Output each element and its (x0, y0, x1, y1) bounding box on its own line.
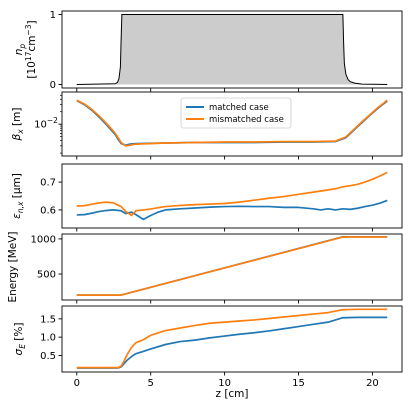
spread-ytick-label: 1.5 (40, 314, 56, 325)
emittance-axes-frame (61, 163, 403, 229)
legend: matched case mismatched case (180, 97, 292, 129)
beta-ytick-label: 10−2 (34, 116, 58, 131)
spread-series-mismatched (76, 308, 388, 369)
xtick-label: 15 (292, 378, 305, 389)
beta-series-mismatched (76, 99, 388, 147)
panel-beta-function: 10−2 βx [m] (11, 91, 403, 160)
xtick-label: 0 (74, 378, 80, 389)
emittance-ytick-label: 0.7 (40, 178, 56, 189)
energy-series-mismatched (76, 236, 388, 296)
spread-ytick-label: 1.0 (40, 333, 56, 344)
legend-label: mismatched case (209, 115, 284, 125)
spread-ylabel: σE [%] (13, 323, 27, 356)
energy-ytick-label: 500 (37, 270, 56, 281)
panel-energy: 500 1000 Energy [MeV] (7, 232, 403, 304)
panel-emittance: 0.6 0.7 εn,x [μm] (11, 163, 403, 232)
xtick-label: 5 (148, 378, 154, 389)
panel-energy-spread: 0.5 1.0 1.5 0 5 10 15 20 σE [%] z [cm] (13, 305, 403, 400)
density-ylabel-line2: [1017cm−3] (24, 20, 38, 78)
panel-plasma-density: 0 1 np[1017cm−3] (13, 10, 403, 92)
energy-ytick-label: 1000 (31, 234, 56, 245)
beta-ylabel: βx [m] (11, 108, 25, 142)
emittance-series-matched (76, 199, 388, 221)
spread-axes-frame (61, 305, 403, 373)
emittance-ylabel: εn,x [μm] (11, 173, 25, 219)
density-ylabel-line1: np (13, 44, 27, 56)
legend-box (180, 97, 292, 129)
energy-axes-frame (61, 233, 403, 301)
xtick-label: 20 (366, 378, 379, 389)
density-ytick-label: 1 (50, 10, 56, 21)
density-ytick-label: 0 (50, 80, 56, 91)
energy-ylabel: Energy [MeV] (7, 232, 19, 303)
density-line (76, 14, 388, 85)
legend-label: matched case (209, 103, 269, 113)
xtick-label: 10 (218, 378, 231, 389)
spread-ytick-label: 0.5 (40, 351, 56, 362)
density-axes-frame (61, 10, 403, 89)
spread-series-matched (76, 316, 388, 369)
x-axis-label: z [cm] (215, 388, 248, 400)
density-fill (76, 14, 388, 85)
emittance-ytick-label: 0.6 (40, 205, 56, 216)
emittance-series-mismatched (76, 171, 388, 217)
